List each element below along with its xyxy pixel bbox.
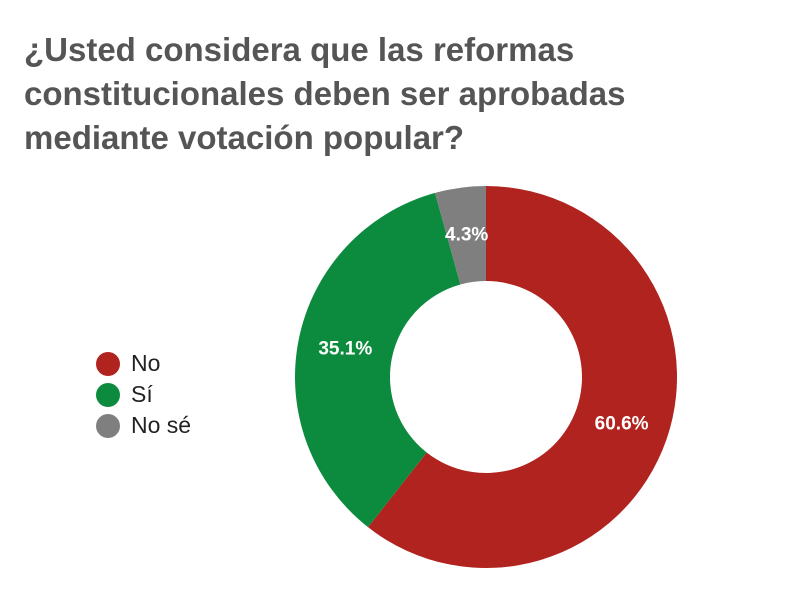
slice-value-label-0: 60.6% [595, 413, 649, 434]
legend-item-no-se: No sé [96, 410, 191, 441]
donut-slice-1 [295, 192, 461, 528]
legend-label-no-se: No sé [131, 412, 192, 438]
donut-slice-2 [435, 186, 486, 285]
donut-slice-0 [367, 186, 677, 568]
legend: No Sí No sé [96, 348, 191, 441]
legend-swatch-no [96, 351, 120, 376]
slice-value-label-2: 4.3% [445, 224, 488, 245]
legend-swatch-si [96, 382, 120, 407]
legend-swatch-no-se [96, 413, 120, 438]
legend-label-si: Sí [131, 381, 153, 407]
slice-value-label-1: 35.1% [318, 338, 372, 359]
chart-title: ¿Usted considera que las reformas consti… [24, 31, 626, 156]
legend-item-no: No [96, 348, 191, 379]
legend-item-si: Sí [96, 379, 191, 410]
legend-label-no: No [131, 350, 161, 376]
